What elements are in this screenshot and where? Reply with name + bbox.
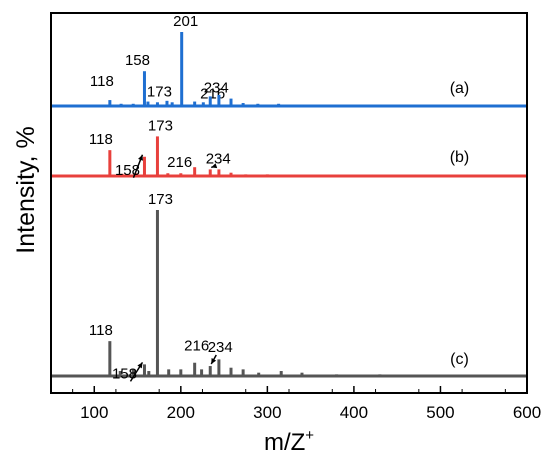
peak-label: 216 [184,338,209,355]
peak-label: 118 [90,73,114,90]
x-axis-label-text: m/Z [264,429,305,456]
peak-label: 158 [112,365,137,382]
peak-label: 173 [147,83,172,100]
x-axis-label: m/Z+ [264,427,314,456]
x-tick-label: 500 [426,403,454,422]
series-name-label: (c) [450,351,469,368]
peak-label: 216 [167,154,192,171]
x-axis-ticks: 100 200 300 400 500 600 [72,386,541,422]
series-name-label: (a) [450,80,470,97]
y-axis-label: Intensity, % [12,126,40,253]
peak-label: 173 [148,191,173,208]
x-tick-label: 600 [513,403,541,422]
x-tick-label: 400 [340,403,368,422]
peak-label: 173 [148,117,173,134]
peak-arrowhead [211,163,218,169]
peak-arrowhead [137,362,143,369]
peak-label: 158 [115,162,140,179]
peak-label: 118 [89,131,113,148]
peak-label: 234 [208,339,233,356]
peak-arrowhead [211,358,217,365]
peak-arrowhead [138,154,143,161]
peak-label: 234 [204,79,229,96]
x-tick-label: 200 [167,403,195,422]
series-name-label: (b) [450,149,470,166]
x-tick-label: 100 [80,403,108,422]
peak-label: 118 [89,322,113,339]
x-tick-label: 300 [253,403,281,422]
peak-label: 158 [125,52,150,69]
x-axis-label-superscript: + [305,427,314,444]
peak-label: 201 [173,13,198,30]
peak-label: 234 [206,150,231,167]
plot-frame [50,12,528,394]
